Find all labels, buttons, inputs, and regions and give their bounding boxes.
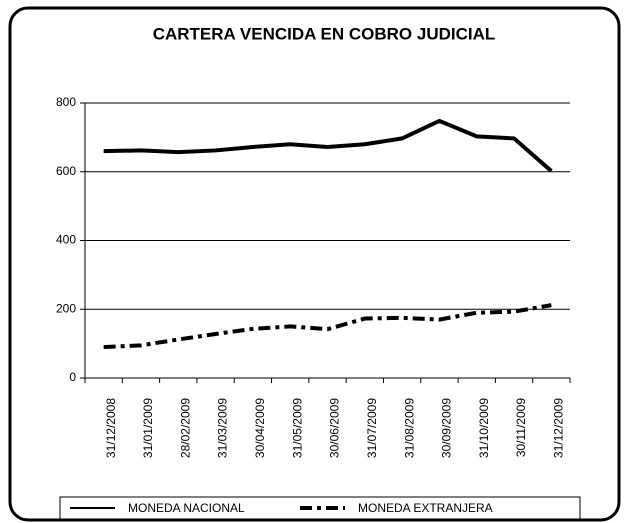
chart-frame — [8, 6, 621, 522]
series-line — [103, 303, 552, 350]
y-tick-label: 0 — [69, 370, 76, 384]
x-tick-label: 30/11/2009 — [514, 398, 528, 457]
legend-label: MONEDA EXTRANJERA — [358, 501, 493, 515]
x-tick-label: 31/03/2009 — [216, 398, 230, 458]
y-tick-label: 800 — [56, 95, 76, 109]
x-tick-label: 31/07/2009 — [365, 398, 379, 458]
y-tick-label: 600 — [56, 164, 76, 178]
x-tick-label: 28/02/2009 — [178, 398, 192, 458]
x-tick-label: 30/06/2009 — [328, 398, 342, 458]
x-tick-label: 31/01/2009 — [141, 398, 155, 458]
series-line — [103, 118, 553, 173]
chart-title: CARTERA VENCIDA EN COBRO JUDICIAL — [153, 24, 496, 43]
legend-label: MONEDA NACIONAL — [128, 501, 245, 515]
x-tick-label: 31/05/2009 — [290, 398, 304, 458]
y-tick-label: 200 — [56, 301, 76, 315]
y-tick-label: 400 — [56, 233, 76, 247]
x-tick-label: 30/04/2009 — [253, 398, 267, 458]
x-tick-label: 30/09/2009 — [440, 398, 454, 458]
x-tick-label: 31/12/2008 — [104, 398, 118, 458]
x-tick-label: 31/08/2009 — [402, 398, 416, 458]
x-tick-label: 31/10/2009 — [477, 398, 491, 458]
x-tick-label: 31/12/2009 — [552, 398, 566, 458]
